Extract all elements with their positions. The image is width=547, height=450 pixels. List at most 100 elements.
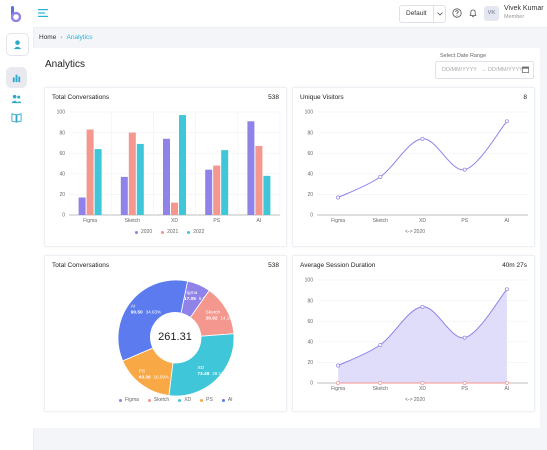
y-tick-label: 40 bbox=[307, 172, 313, 178]
sidebar-item-profile[interactable] bbox=[6, 33, 29, 56]
card-title: Total Conversations bbox=[52, 94, 110, 101]
bar bbox=[255, 145, 263, 215]
data-point bbox=[462, 167, 467, 172]
bell-icon bbox=[469, 9, 477, 18]
bar bbox=[205, 169, 213, 215]
help-button[interactable] bbox=[451, 7, 463, 19]
legend-dot bbox=[119, 398, 122, 402]
slice-value-label: 73.48 bbox=[197, 371, 209, 377]
slice-name-label: AI bbox=[131, 303, 136, 309]
calendar-icon[interactable] bbox=[522, 66, 529, 73]
x-tick-label: Sketch bbox=[125, 218, 141, 224]
x-tick-label: PS bbox=[461, 218, 468, 224]
data-point bbox=[504, 287, 509, 292]
sidebar-item-analytics[interactable] bbox=[6, 67, 27, 88]
y-tick-label: 100 bbox=[305, 110, 314, 116]
bar bbox=[163, 138, 170, 215]
legend-dot bbox=[161, 230, 165, 234]
average-session-duration-card: Average Session Duration 40m 27s 0 20 40 60… bbox=[292, 255, 535, 412]
chevron-down-icon bbox=[433, 6, 445, 22]
date-range-picker[interactable]: DD/MM/YYYY → DD/MM/YYYY bbox=[435, 61, 534, 79]
x-tick-label: Sketch bbox=[373, 218, 389, 224]
legend-item[interactable]: Sketch bbox=[147, 397, 169, 403]
pie-slice bbox=[168, 333, 235, 397]
user-icon bbox=[13, 40, 22, 50]
legend-item[interactable]: AI bbox=[221, 397, 233, 403]
breadcrumb-home[interactable]: Home bbox=[39, 34, 57, 41]
users-icon bbox=[11, 94, 22, 104]
legend-item[interactable]: XD bbox=[178, 397, 191, 403]
slice-value-label: 43.36 bbox=[139, 374, 151, 380]
arrow-right-icon: → bbox=[481, 67, 487, 73]
user-role: Member bbox=[504, 14, 525, 20]
data-point bbox=[504, 119, 509, 124]
bar bbox=[263, 175, 271, 215]
x-tick-label: AI bbox=[505, 218, 510, 224]
legend-item[interactable]: 2020 bbox=[135, 229, 152, 235]
data-point bbox=[462, 335, 467, 340]
legend-item[interactable]: PS bbox=[200, 397, 213, 403]
card-value: 538 bbox=[268, 94, 279, 101]
profile-select[interactable]: Default bbox=[399, 5, 446, 23]
legend-label: XD bbox=[184, 397, 192, 403]
y-tick-label: 20 bbox=[307, 192, 313, 198]
y-tick-label: 0 bbox=[310, 213, 313, 219]
hamburger-icon[interactable] bbox=[38, 9, 48, 17]
slice-value-label: 17.05 bbox=[184, 296, 196, 302]
slice-percent-label: 16.59% bbox=[154, 374, 169, 379]
question-icon bbox=[452, 8, 462, 18]
slice-name-label: Sketch bbox=[206, 310, 221, 316]
page-title: Analytics bbox=[45, 59, 86, 70]
data-point bbox=[420, 304, 425, 309]
y-tick-label: 60 bbox=[59, 151, 65, 157]
legend-item[interactable]: <-> 2020 bbox=[405, 397, 426, 403]
x-tick-label: Figma bbox=[331, 218, 345, 224]
x-tick-label: AI bbox=[505, 386, 510, 392]
card-title: Unique Visitors bbox=[300, 94, 344, 101]
card-title: Average Session Duration bbox=[300, 262, 376, 269]
slice-percent-label: 34.63% bbox=[146, 309, 161, 314]
analytics-icon bbox=[12, 74, 21, 83]
data-point bbox=[378, 342, 383, 347]
bar bbox=[171, 202, 178, 215]
notifications-button[interactable] bbox=[467, 7, 479, 19]
date-to-input[interactable]: DD/MM/YYYY bbox=[488, 67, 523, 73]
data-point bbox=[462, 381, 467, 385]
y-tick-label: 80 bbox=[307, 130, 313, 136]
x-tick-label: Sketch bbox=[373, 386, 389, 392]
legend-item[interactable]: 2022 bbox=[187, 229, 204, 235]
sidebar-item-users[interactable] bbox=[6, 88, 27, 109]
legend-item[interactable]: 2021 bbox=[161, 229, 178, 235]
date-from-input[interactable]: DD/MM/YYYY bbox=[442, 67, 477, 73]
legend-label: 2021 bbox=[167, 229, 179, 235]
legend-dot bbox=[187, 230, 191, 234]
bar bbox=[221, 150, 229, 215]
user-name: Vivek Kumar bbox=[504, 5, 544, 12]
x-tick-label: Figma bbox=[83, 218, 97, 224]
sidebar bbox=[0, 0, 34, 450]
donut-center-value: 261.31 bbox=[150, 312, 200, 362]
x-tick-label: XD bbox=[419, 386, 426, 392]
breadcrumb-current: Analytics bbox=[66, 34, 93, 41]
data-point bbox=[420, 136, 425, 141]
slice-value-label: 36.92 bbox=[206, 316, 218, 322]
legend-dot bbox=[221, 398, 225, 402]
y-tick-label: 0 bbox=[310, 381, 313, 387]
logo-icon[interactable] bbox=[10, 6, 22, 22]
x-tick-label: XD bbox=[419, 218, 426, 224]
sidebar-item-docs[interactable] bbox=[6, 107, 27, 128]
legend-dot bbox=[200, 398, 204, 402]
legend-item[interactable]: <-> 2020 bbox=[405, 229, 426, 235]
x-tick-label: AI bbox=[257, 218, 262, 224]
bar bbox=[128, 132, 136, 215]
avatar[interactable]: VK bbox=[484, 6, 499, 21]
area-fill bbox=[338, 289, 507, 383]
slice-name-label: Figma bbox=[184, 290, 198, 296]
bar bbox=[94, 149, 102, 215]
data-point bbox=[336, 195, 341, 200]
legend-item[interactable]: Figma bbox=[119, 397, 139, 403]
y-tick-label: 40 bbox=[307, 340, 313, 346]
slice-percent-label: 14.13% bbox=[221, 316, 236, 321]
chart-legend: <-> 2020 bbox=[405, 229, 425, 235]
chart-legend: Figma Sketch XD PS AI bbox=[119, 397, 233, 403]
